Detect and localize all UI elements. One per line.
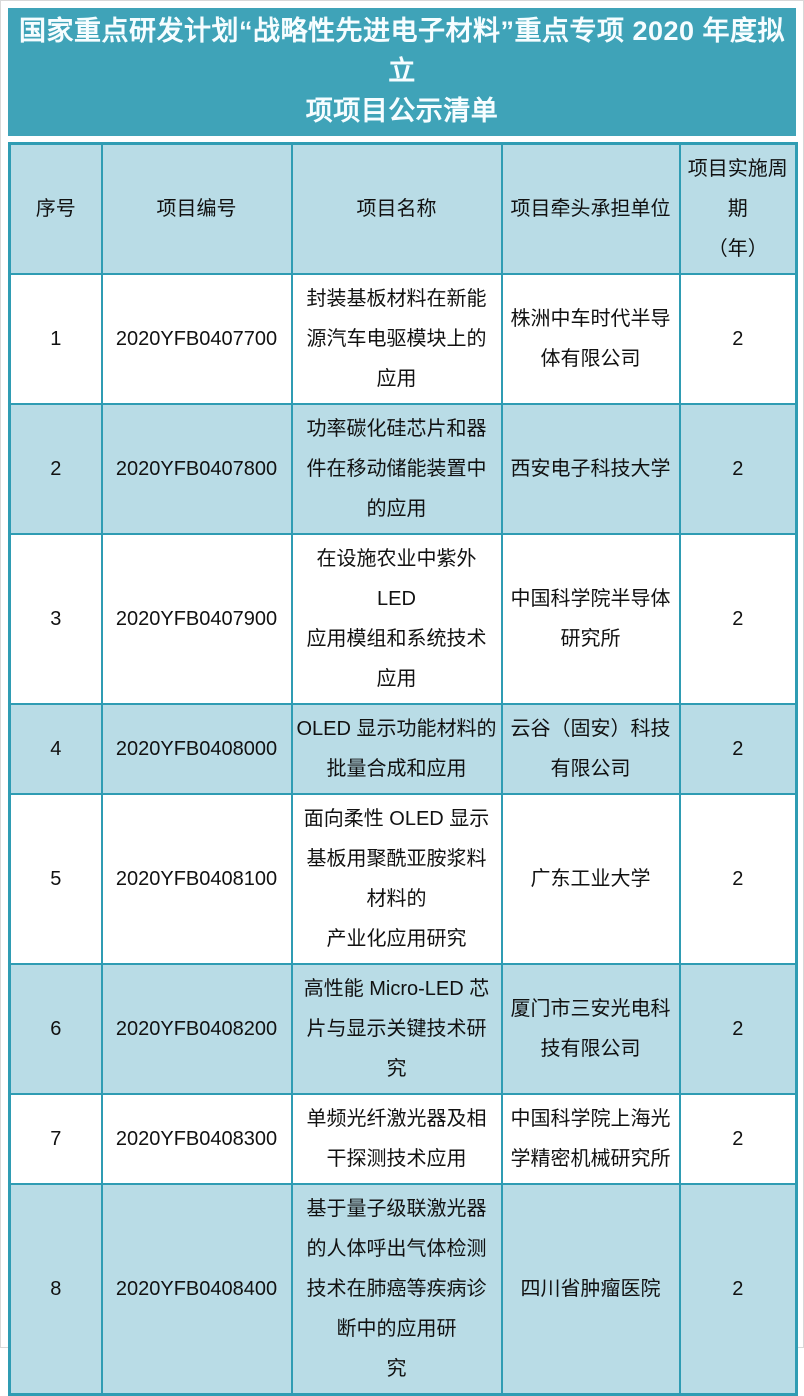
cell-years: 2 (678, 403, 798, 535)
cell-code: 2020YFB0408300 (100, 1093, 293, 1185)
cell-years: 2 (678, 1183, 798, 1396)
cell-unit: 四川省肿瘤医院 (500, 1183, 681, 1396)
cell-name: 基于量子级联激光器 的人体呼出气体检测 技术在肺癌等疾病诊 断中的应用研 究 (290, 1183, 503, 1396)
table-row: 8 2020YFB0408400 基于量子级联激光器 的人体呼出气体检测 技术在… (8, 1183, 798, 1396)
cell-code: 2020YFB0407900 (100, 533, 293, 705)
cell-name: 单频光纤激光器及相 干探测技术应用 (290, 1093, 503, 1185)
table-row: 1 2020YFB0407700 封装基板材料在新能 源汽车电驱模块上的 应用 … (8, 273, 798, 405)
project-table: 序号 项目编号 项目名称 项目牵头承担单位 项目实施周 期 （年） 1 2020… (8, 142, 798, 1396)
col-header-name: 项目名称 (290, 142, 503, 275)
cell-index: 6 (8, 963, 103, 1095)
cell-code: 2020YFB0408200 (100, 963, 293, 1095)
cell-code: 2020YFB0407700 (100, 273, 293, 405)
table-row: 4 2020YFB0408000 OLED 显示功能材料的 批量合成和应用 云谷… (8, 703, 798, 795)
cell-unit: 西安电子科技大学 (500, 403, 681, 535)
table-row: 2 2020YFB0407800 功率碳化硅芯片和器 件在移动储能装置中 的应用… (8, 403, 798, 535)
cell-name: 封装基板材料在新能 源汽车电驱模块上的 应用 (290, 273, 503, 405)
cell-name: 功率碳化硅芯片和器 件在移动储能装置中 的应用 (290, 403, 503, 535)
cell-name: 面向柔性 OLED 显示 基板用聚酰亚胺浆料 材料的 产业化应用研究 (290, 793, 503, 965)
cell-years: 2 (678, 273, 798, 405)
cell-name: OLED 显示功能材料的 批量合成和应用 (290, 703, 503, 795)
cell-code: 2020YFB0408400 (100, 1183, 293, 1396)
cell-name: 在设施农业中紫外 LED 应用模组和系统技术 应用 (290, 533, 503, 705)
table-row: 6 2020YFB0408200 高性能 Micro-LED 芯 片与显示关键技… (8, 963, 798, 1095)
cell-years: 2 (678, 793, 798, 965)
cell-unit: 中国科学院半导体 研究所 (500, 533, 681, 705)
cell-code: 2020YFB0408100 (100, 793, 293, 965)
col-header-years: 项目实施周 期 （年） (678, 142, 798, 275)
cell-index: 7 (8, 1093, 103, 1185)
cell-years: 2 (678, 1093, 798, 1185)
cell-code: 2020YFB0408000 (100, 703, 293, 795)
cell-index: 3 (8, 533, 103, 705)
cell-index: 2 (8, 403, 103, 535)
cell-code: 2020YFB0407800 (100, 403, 293, 535)
cell-index: 1 (8, 273, 103, 405)
cell-unit: 株洲中车时代半导 体有限公司 (500, 273, 681, 405)
cell-unit: 中国科学院上海光 学精密机械研究所 (500, 1093, 681, 1185)
cell-unit: 云谷（固安）科技 有限公司 (500, 703, 681, 795)
cell-unit: 厦门市三安光电科 技有限公司 (500, 963, 681, 1095)
table-header-row: 序号 项目编号 项目名称 项目牵头承担单位 项目实施周 期 （年） (8, 142, 798, 275)
cell-index: 5 (8, 793, 103, 965)
col-header-unit: 项目牵头承担单位 (500, 142, 681, 275)
page-title: 国家重点研发计划“战略性先进电子材料”重点专项 2020 年度拟立 项项目公示清… (8, 8, 796, 136)
col-header-index: 序号 (8, 142, 103, 275)
col-header-code: 项目编号 (100, 142, 293, 275)
table-row: 5 2020YFB0408100 面向柔性 OLED 显示 基板用聚酰亚胺浆料 … (8, 793, 798, 965)
cell-index: 8 (8, 1183, 103, 1396)
cell-name: 高性能 Micro-LED 芯 片与显示关键技术研 究 (290, 963, 503, 1095)
cell-unit: 广东工业大学 (500, 793, 681, 965)
cell-years: 2 (678, 533, 798, 705)
cell-years: 2 (678, 703, 798, 795)
cell-index: 4 (8, 703, 103, 795)
cell-years: 2 (678, 963, 798, 1095)
table-row: 3 2020YFB0407900 在设施农业中紫外 LED 应用模组和系统技术 … (8, 533, 798, 705)
table-row: 7 2020YFB0408300 单频光纤激光器及相 干探测技术应用 中国科学院… (8, 1093, 798, 1185)
